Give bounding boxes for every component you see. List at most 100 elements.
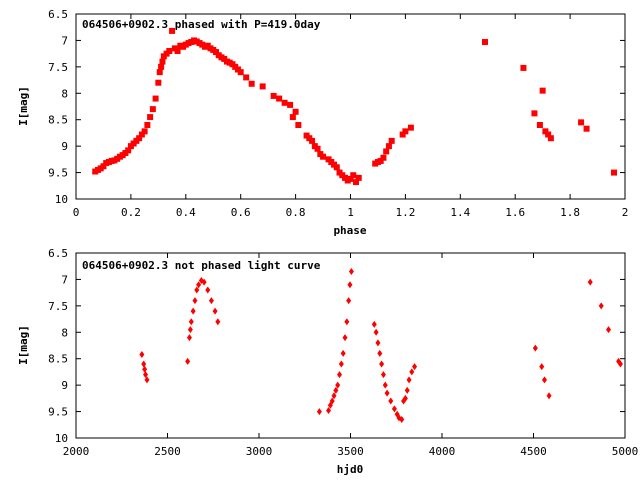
data-point — [243, 74, 250, 81]
data-point — [531, 110, 538, 117]
data-point — [144, 122, 151, 128]
data-point — [536, 122, 543, 128]
x-tick-label: 2 — [622, 206, 629, 219]
data-point — [187, 326, 193, 334]
data-point — [547, 135, 554, 142]
data-point — [388, 397, 394, 405]
data-point — [205, 286, 211, 294]
data-point — [237, 69, 244, 76]
data-point — [169, 27, 176, 34]
y-tick-label: 7 — [61, 273, 68, 286]
data-point — [309, 137, 316, 144]
y-tick-label: 9.5 — [48, 167, 68, 180]
data-point — [333, 164, 340, 171]
data-point — [377, 349, 383, 357]
data-point — [158, 63, 165, 70]
data-point — [212, 307, 218, 315]
data-point — [100, 163, 107, 170]
y-tick-label: 7.5 — [48, 61, 68, 74]
data-point — [347, 175, 354, 182]
data-point — [320, 153, 327, 160]
data-point — [380, 371, 386, 379]
data-point — [342, 334, 348, 342]
y-tick-label: 8 — [61, 87, 68, 100]
data-point — [606, 326, 612, 334]
x-tick-label: 4000 — [429, 445, 456, 458]
data-point — [385, 143, 392, 150]
data-point — [402, 128, 409, 135]
data-point — [346, 297, 352, 305]
x-tick-label: 1.6 — [505, 206, 525, 219]
data-point — [611, 169, 618, 176]
plot-area-phased — [75, 13, 626, 200]
x-tick-label: 0.2 — [121, 206, 141, 219]
x-tick-label: 0.6 — [231, 206, 251, 219]
data-point — [399, 416, 405, 423]
x-tick-label: 0 — [73, 206, 80, 219]
data-point — [404, 386, 410, 394]
data-point — [156, 69, 163, 76]
data-point — [598, 302, 604, 310]
data-point — [159, 58, 166, 65]
data-point — [174, 48, 181, 54]
data-point — [333, 386, 339, 394]
data-point — [399, 131, 406, 138]
data-point — [539, 363, 545, 371]
data-point — [192, 297, 198, 305]
x-tick-label: 4500 — [520, 445, 547, 458]
data-point — [186, 334, 192, 342]
data-point — [125, 147, 132, 154]
data-point — [355, 174, 362, 181]
x-tick-label: 1 — [347, 206, 354, 219]
data-point — [340, 349, 346, 357]
x-tick-label: 0.8 — [286, 206, 306, 219]
data-point — [142, 365, 148, 373]
data-point — [281, 99, 288, 106]
data-point — [149, 106, 156, 113]
data-point — [377, 157, 384, 164]
plot-title-phased: 064506+0902.3 phased with P=419.0day — [82, 18, 321, 31]
data-point — [289, 114, 296, 121]
data-point — [388, 137, 395, 144]
data-point — [587, 278, 593, 286]
data-point — [194, 286, 200, 294]
x-tick-label: 1.8 — [560, 206, 580, 219]
points-phased — [92, 27, 618, 186]
data-point — [379, 360, 385, 368]
plot-area-unphased — [75, 252, 626, 439]
y-tick-label: 8 — [61, 326, 68, 339]
data-point — [578, 119, 585, 126]
data-point — [136, 135, 143, 142]
x-ticks-phased: 0 0.2 0.4 0.6 0.8 1 1.2 1.4 1.6 1.8 2 — [73, 14, 629, 219]
data-point — [338, 360, 344, 368]
data-point — [155, 79, 162, 86]
chart-unphased: 6.5 7 7.5 8 8.5 9 9.5 10 2000 2500 3000 3500 4000 45… — [17, 247, 638, 476]
data-point — [190, 307, 196, 315]
data-point — [144, 376, 150, 384]
data-point — [143, 371, 149, 379]
chart-phased: 6.5 7 7.5 8 8.5 9 9.5 10 0 0.2 0.4 0.6 0.8 1 1.2 1.4 1.… — [17, 8, 628, 237]
data-point — [331, 392, 337, 400]
data-point — [373, 328, 379, 336]
data-point — [335, 381, 341, 389]
data-point — [141, 360, 147, 368]
data-point — [152, 95, 159, 102]
data-point — [407, 124, 414, 131]
y-tick-label: 7 — [61, 34, 68, 47]
data-point — [352, 179, 359, 186]
y-tick-label: 6.5 — [48, 247, 68, 260]
data-point — [292, 108, 299, 115]
data-point — [344, 318, 350, 326]
data-point — [212, 49, 219, 56]
data-point — [546, 392, 552, 400]
data-point — [215, 318, 221, 326]
x-tick-label: 0.4 — [176, 206, 196, 219]
data-point — [542, 128, 549, 135]
y-tick-label: 8.5 — [48, 114, 68, 127]
data-point — [539, 87, 546, 94]
data-point — [348, 268, 354, 275]
data-point — [287, 101, 294, 108]
data-point — [545, 131, 552, 138]
data-point — [412, 363, 418, 371]
data-point — [402, 394, 408, 402]
